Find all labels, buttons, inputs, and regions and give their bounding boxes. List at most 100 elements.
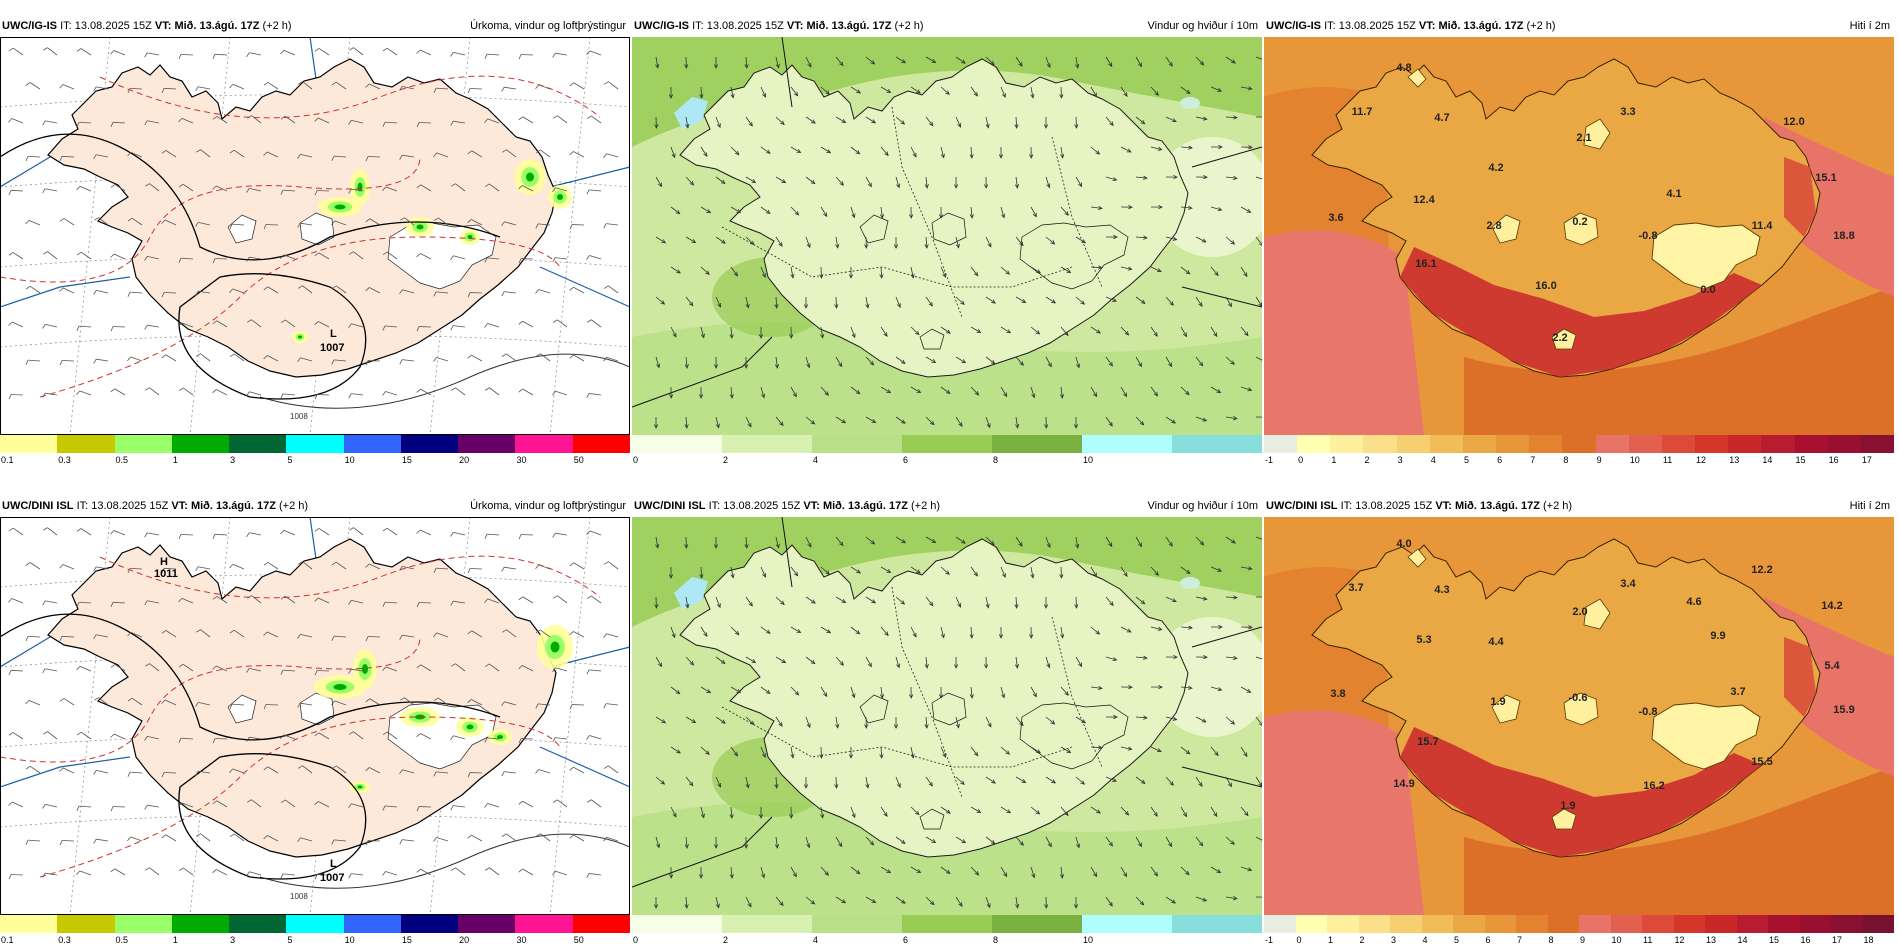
wind-arrow [1105,836,1113,847]
wind-barb-flag [246,188,250,193]
wind-arrow-head [945,869,951,874]
wind-arrow [685,716,696,723]
colorbar-tick-label: 3 [1397,455,1403,465]
wind-barb [606,153,619,158]
wind-arrow-head [1108,841,1113,847]
colorbar-tick-label: 0 [633,455,639,465]
wind-arrow [790,566,798,577]
wind-barb [487,53,500,56]
colorbar-tick-label: 50 [573,455,584,465]
wind-barb [402,634,415,638]
colorbar-tick-label: 5 [1463,455,1469,465]
wind-arrow [1045,836,1052,847]
colorbar-swatch [1358,915,1390,933]
wind-arrow-head [955,723,960,729]
fir-line [539,746,630,788]
wind-arrow-head [1050,240,1056,245]
wind-arrow-head [716,123,721,129]
wind-arrow [1105,356,1113,367]
wind-arrow-head [717,782,722,788]
wind-arrow [805,236,811,248]
wind-arrow [775,536,779,548]
wind-arrow [1015,296,1026,303]
wind-arrow-head [733,751,738,757]
wind-barb [113,733,126,740]
colorbar-swatch [1327,915,1359,933]
wind-arrow-head [1218,624,1223,630]
wind-arrow [1165,896,1176,904]
wind-arrows [653,536,1262,909]
wind-arrow-head [775,543,780,549]
wind-arrow [1015,56,1023,67]
wind-arrow [805,176,816,184]
colorbar-swatch [400,915,459,933]
wind-arrow [1090,326,1101,334]
wind-arrow [1210,206,1222,211]
panel-info: UWC/IG-IS IT: 13.08.2025 15Z VT: Mið. 13… [2,15,292,37]
wind-arrow-head [654,124,659,129]
colorbar-swatch [1610,915,1642,933]
wind-barb [45,323,58,328]
wind-barb-flag [196,629,201,633]
wind-arrow [1225,656,1237,659]
wind-arrow-head [747,902,752,908]
glacier-cap [1180,97,1200,109]
temp-point-label: 3.6 [1328,212,1343,224]
wind-barb-flag [484,387,490,391]
wind-arrow [1015,596,1018,609]
wind-arrow [1120,386,1127,397]
wind-arrow-head [825,90,831,95]
wind-barb-flag [144,256,148,261]
valid-time-label: VT: [786,20,804,32]
wind-arrow [715,716,726,724]
glacier-outline [299,212,335,246]
precip-heavy [557,194,563,200]
wind-barb-flag [365,636,369,642]
wind-arrow [835,116,846,123]
wind-barb [10,189,24,192]
wind-barb-flag [586,319,592,323]
glacier-cap [1180,577,1200,589]
wind-barb-flag [501,833,507,837]
wind-arrow [1045,56,1051,68]
wind-barb-flag [535,149,541,153]
wind-barb [351,873,364,876]
wind-barb [216,800,228,808]
wind-barb-flag [382,871,386,876]
wind-barb [589,393,602,396]
wind-arrow [865,536,875,545]
wind-arrow [1225,236,1235,245]
colorbar-tick-label: 0.1 [1,935,14,945]
wind-arrow [1150,266,1162,272]
wind-arrow [775,836,778,848]
wind-arrow-head [790,753,795,759]
wind-arrow-head [1036,749,1042,754]
wind-barb [591,115,602,124]
wind-arrow-head [729,874,734,879]
wind-barb [180,533,194,536]
wind-barb [129,567,143,570]
wind-barb [98,697,109,706]
wind-arrow [775,416,784,426]
wind-barb-flag [25,156,29,162]
wind-barb [369,287,381,294]
panel-header: UWC/IG-IS IT: 13.08.2025 15Z VT: Mið. 13… [1264,15,1894,37]
wind-arrow-head [1171,899,1177,904]
wind-arrow-head [1182,812,1187,818]
wind-arrow-head [1003,392,1008,398]
wind-arrow-head [1185,390,1190,396]
wind-barb [62,767,75,774]
temp-point-label: 15.5 [1751,756,1772,768]
wind-arrow [760,386,765,398]
wind-arrow [1135,656,1147,659]
wind-arrow [925,896,935,905]
wind-barb-flag [297,223,301,228]
wind-arrow [955,596,961,608]
wind-barb [266,151,279,158]
wind-arrow [1060,146,1064,158]
wind-arrow-head [1078,182,1083,188]
wind-arrow [955,236,960,248]
init-time-label: IT: [692,20,704,32]
panel-header: UWC/IG-IS IT: 13.08.2025 15Z VT: Mið. 13… [632,15,1262,37]
wind-arrow-head [893,244,899,249]
